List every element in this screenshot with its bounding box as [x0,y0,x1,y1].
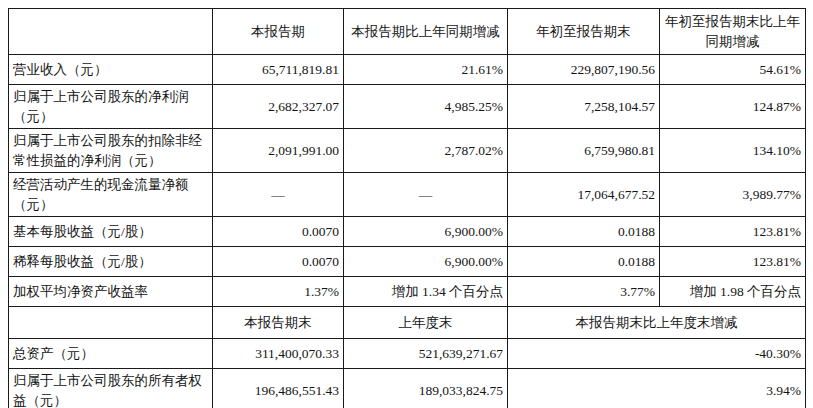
header-ytd-yoy: 年初至报告期末比上年同期增减 [660,9,806,55]
value-current-period-yoy: 6,900.00% [344,247,508,277]
table-header-row-top: 本报告期 本报告期比上年同期增减 年初至报告期末 年初至报告期末比上年同期增减 [9,9,806,55]
metric-label: 归属于上市公司股东的净利润（元） [9,85,213,129]
value-ytd-yoy: 增加 1.98 个百分点 [660,277,806,307]
value-ytd-yoy: 124.87% [660,85,806,129]
table-header-row-bottom: 本报告期末 上年度末 本报告期末比上年度末增减 [9,307,806,339]
header-period-end-change: 本报告期末比上年度末增减 [508,307,806,339]
table-row-diluted-eps: 稀释每股收益（元/股） 0.0070 6,900.00% 0.0188 123.… [9,247,806,277]
value-current-period-yoy: 21.61% [344,55,508,85]
value-period-end-change: -40.30% [508,339,806,369]
value-end-of-period: 196,486,551.43 [213,369,344,408]
value-ytd: 7,258,104.57 [508,85,660,129]
table-row-operating-cash-flow: 经营活动产生的现金流量净额（元） — — 17,064,677.52 3,989… [9,173,806,217]
value-ytd-yoy: 123.81% [660,217,806,247]
table-row-total-assets: 总资产（元） 311,400,070.33 521,639,271.67 -40… [9,339,806,369]
metric-label: 经营活动产生的现金流量净额（元） [9,173,213,217]
metric-label: 归属于上市公司股东的扣除非经常性损益的净利润（元） [9,129,213,173]
value-current-period-dash: — [213,173,344,217]
value-current-period: 1.37% [213,277,344,307]
header-corner-bottom [9,307,213,339]
value-current-period-yoy: 增加 1.34 个百分点 [344,277,508,307]
value-ytd: 3.77% [508,277,660,307]
value-period-end-change: 3.94% [508,369,806,408]
value-ytd-yoy: 123.81% [660,247,806,277]
value-end-of-last-year: 189,033,824.75 [344,369,508,408]
value-ytd-yoy: 3,989.77% [660,173,806,217]
value-ytd: 6,759,980.81 [508,129,660,173]
value-current-period-yoy: 4,985.25% [344,85,508,129]
table-row-revenue: 营业收入（元） 65,711,819.81 21.61% 229,807,190… [9,55,806,85]
metric-label: 基本每股收益（元/股） [9,217,213,247]
metric-label: 稀释每股收益（元/股） [9,247,213,277]
value-end-of-period: 311,400,070.33 [213,339,344,369]
metric-label: 营业收入（元） [9,55,213,85]
metric-label: 总资产（元） [9,339,213,369]
header-current-period-yoy: 本报告期比上年同期增减 [344,9,508,55]
header-current-period: 本报告期 [213,9,344,55]
value-current-period: 2,091,991.00 [213,129,344,173]
header-corner [9,9,213,55]
value-current-period: 0.0070 [213,217,344,247]
value-ytd-yoy: 134.10% [660,129,806,173]
value-ytd: 0.0188 [508,247,660,277]
table-row-basic-eps: 基本每股收益（元/股） 0.0070 6,900.00% 0.0188 123.… [9,217,806,247]
table-row-net-profit-excl-nonrecurring: 归属于上市公司股东的扣除非经常性损益的净利润（元） 2,091,991.00 2… [9,129,806,173]
table-row-net-profit: 归属于上市公司股东的净利润（元） 2,682,327.07 4,985.25% … [9,85,806,129]
value-current-period-yoy-dash: — [344,173,508,217]
table-row-weighted-avg-roe: 加权平均净资产收益率 1.37% 增加 1.34 个百分点 3.77% 增加 1… [9,277,806,307]
value-ytd: 229,807,190.56 [508,55,660,85]
value-ytd-yoy: 54.61% [660,55,806,85]
financial-report-page: 本报告期 本报告期比上年同期增减 年初至报告期末 年初至报告期末比上年同期增减 … [0,0,813,408]
value-current-period: 2,682,327.07 [213,85,344,129]
header-ytd: 年初至报告期末 [508,9,660,55]
value-ytd: 0.0188 [508,217,660,247]
value-current-period-yoy: 6,900.00% [344,217,508,247]
value-ytd: 17,064,677.52 [508,173,660,217]
value-current-period-yoy: 2,787.02% [344,129,508,173]
header-end-of-period: 本报告期末 [213,307,344,339]
value-current-period: 65,711,819.81 [213,55,344,85]
key-financials-table: 本报告期 本报告期比上年同期增减 年初至报告期末 年初至报告期末比上年同期增减 … [8,8,806,408]
value-end-of-last-year: 521,639,271.67 [344,339,508,369]
value-current-period: 0.0070 [213,247,344,277]
table-row-shareholders-equity: 归属于上市公司股东的所有者权益（元） 196,486,551.43 189,03… [9,369,806,408]
header-end-of-last-year: 上年度末 [344,307,508,339]
metric-label: 归属于上市公司股东的所有者权益（元） [9,369,213,408]
metric-label: 加权平均净资产收益率 [9,277,213,307]
